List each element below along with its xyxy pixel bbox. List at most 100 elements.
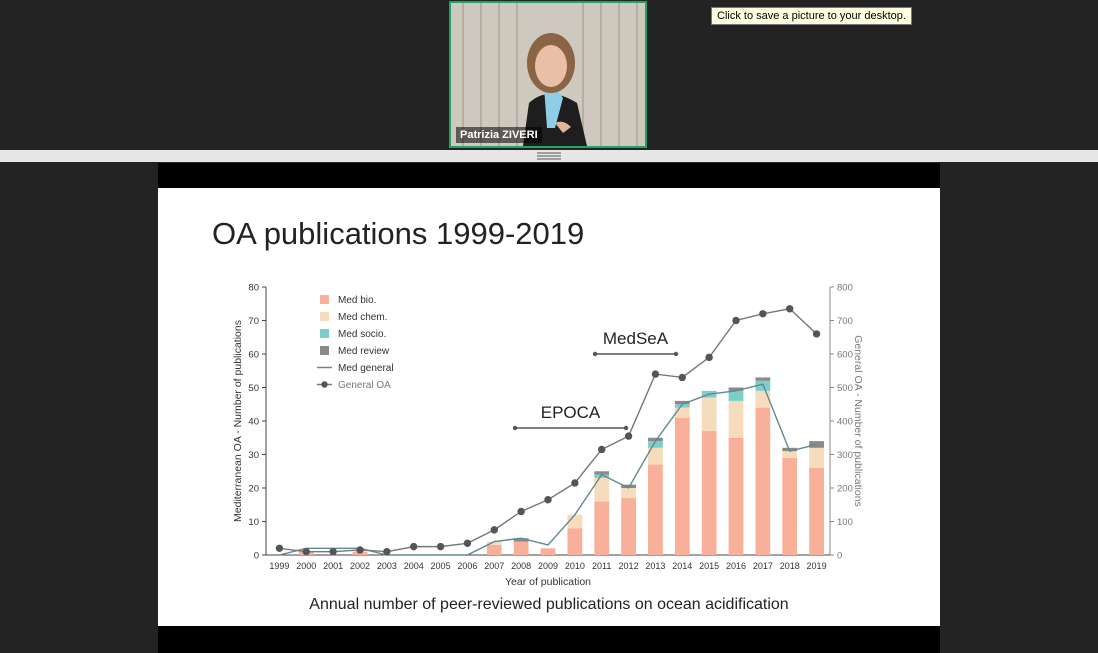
- presentation-slide: OA publications 1999-2019 0 10 20 30 40 50 60 7…: [158, 188, 940, 626]
- general-oa-point: [678, 373, 686, 382]
- bar-med-chem: [486, 541, 502, 545]
- bar-med-chem: [809, 447, 824, 468]
- bar-med-bio: [648, 464, 663, 555]
- general-oa-point: [732, 316, 740, 325]
- participant-video-tile[interactable]: Patrizia ZIVERI: [449, 1, 647, 148]
- right-tick-label: 800: [837, 283, 853, 294]
- general-oa-point: [544, 496, 552, 504]
- general-oa-point: [651, 370, 660, 378]
- general-oa-point: [571, 479, 579, 487]
- annotation-label: MedSeA: [603, 329, 669, 348]
- bar-med-bio: [540, 548, 556, 555]
- general-oa-point: [436, 542, 445, 551]
- general-oa-point: [275, 544, 284, 552]
- x-tick-label: 2002: [350, 561, 370, 571]
- general-oa-point: [786, 305, 794, 313]
- left-tick-label: 0: [254, 551, 259, 562]
- left-tick-label: 30: [248, 450, 259, 461]
- left-tick-label: 40: [248, 417, 259, 428]
- annotation-end-dot: [673, 351, 679, 357]
- x-tick-label: 1999: [269, 561, 289, 571]
- bar-med-chem: [701, 397, 717, 432]
- bar-med-socio: [594, 474, 610, 478]
- legend-label: General OA: [338, 380, 391, 391]
- left-tick-label: 20: [248, 484, 259, 495]
- right-tick-label: 200: [837, 484, 853, 495]
- general-oa-point: [598, 445, 606, 454]
- general-oa-point: [302, 547, 310, 556]
- general-oa-point: [812, 330, 821, 338]
- annotation-start-dot: [512, 425, 518, 431]
- x-tick-label: 2016: [726, 561, 746, 571]
- bar-med-review: [621, 484, 636, 488]
- x-tick-label: 2003: [377, 561, 397, 571]
- general-oa-point: [517, 507, 525, 516]
- bar-med-bio: [486, 544, 502, 555]
- general-oa-point: [624, 432, 633, 440]
- right-axis-title: General OA - Number of publications: [852, 335, 864, 507]
- general-oa-point: [705, 353, 713, 362]
- bar-med-bio: [674, 417, 690, 555]
- bar-med-chem: [674, 407, 690, 418]
- bar-med-bio: [701, 431, 717, 555]
- annotation-end-dot: [623, 425, 629, 431]
- bar-med-review: [755, 377, 771, 381]
- bar-med-bio: [782, 457, 798, 555]
- panel-splitter[interactable]: [0, 150, 1098, 162]
- x-tick-label: 2004: [404, 561, 424, 571]
- bar-med-bio: [728, 437, 744, 555]
- bar-med-review: [728, 387, 744, 391]
- left-tick-label: 80: [248, 283, 259, 294]
- bar-med-review: [513, 538, 529, 542]
- left-tick-label: 50: [248, 383, 259, 394]
- general-oa-point: [463, 539, 472, 547]
- participant-video-feed: [451, 3, 645, 146]
- left-axis-title: Mediterranean OA - Number of publication…: [232, 320, 244, 522]
- splitter-grip-icon: [537, 152, 561, 160]
- legend-label: Med chem.: [338, 312, 387, 323]
- x-tick-label: 2010: [565, 561, 585, 571]
- right-tick-label: 700: [837, 316, 853, 327]
- x-tick-label: 2013: [645, 561, 665, 571]
- legend-swatch-med-socio-: [320, 329, 329, 338]
- right-tick-label: 400: [837, 417, 853, 428]
- oa-publications-chart: 0102030405060708001002003004005006007008…: [232, 283, 864, 589]
- legend-dot-general-oa: [321, 381, 328, 388]
- annotation-label: EPOCA: [541, 403, 601, 422]
- slide-title: OA publications 1999-2019: [212, 216, 585, 251]
- legend-swatch-med-chem-: [320, 312, 329, 321]
- bar-med-bio: [594, 501, 610, 555]
- x-tick-label: 2017: [753, 561, 773, 571]
- bar-med-bio: [755, 407, 771, 555]
- x-tick-label: 2014: [672, 561, 692, 571]
- legend-label: Med socio.: [338, 329, 386, 340]
- slide-caption: Annual number of peer-reviewed publicati…: [309, 596, 789, 613]
- x-tick-label: 2007: [484, 561, 504, 571]
- general-oa-point: [383, 547, 391, 556]
- bar-med-chem: [755, 390, 771, 408]
- bar-med-socio: [674, 404, 690, 408]
- x-axis-title: Year of publication: [505, 576, 591, 588]
- legend-label: Med bio.: [338, 295, 376, 306]
- general-oa-point: [329, 547, 337, 556]
- x-tick-label: 2008: [511, 561, 531, 571]
- left-tick-label: 70: [248, 316, 259, 327]
- general-oa-point: [759, 310, 767, 318]
- bar-med-review: [674, 400, 690, 405]
- legend-label: Med general: [338, 363, 394, 374]
- x-tick-label: 2012: [619, 561, 639, 571]
- legend-label: Med review: [338, 346, 390, 357]
- general-oa-point: [356, 546, 364, 554]
- x-tick-label: 2018: [780, 561, 800, 571]
- general-oa-point: [490, 526, 498, 534]
- right-tick-label: 0: [837, 551, 842, 562]
- bar-med-socio: [728, 390, 744, 401]
- right-tick-label: 300: [837, 450, 853, 461]
- general-oa-point: [410, 542, 418, 551]
- bar-med-bio: [621, 498, 636, 555]
- right-tick-label: 100: [837, 517, 853, 528]
- x-tick-label: 2015: [699, 561, 719, 571]
- bar-med-bio: [809, 467, 824, 555]
- bar-med-chem: [728, 400, 744, 438]
- bar-med-review: [809, 441, 824, 448]
